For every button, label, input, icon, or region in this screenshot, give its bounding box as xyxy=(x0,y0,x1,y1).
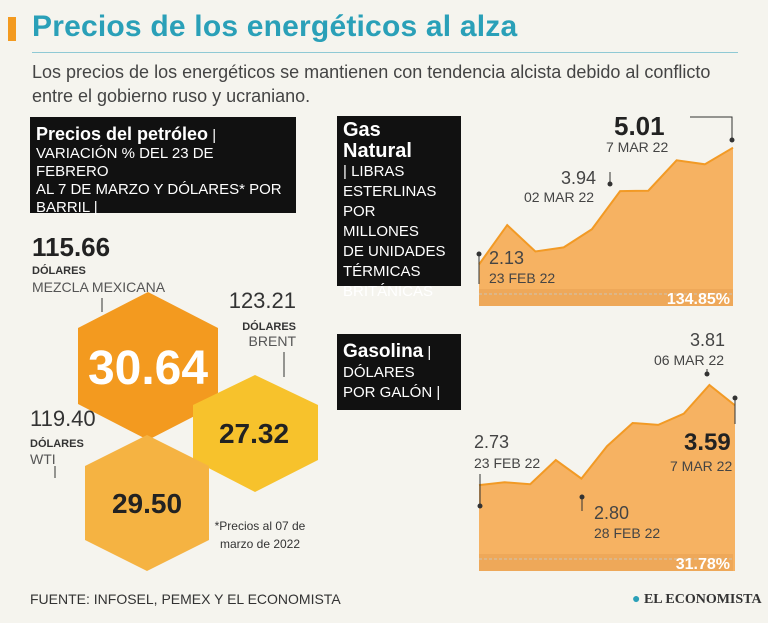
gas-box-line: | LIBRAS xyxy=(343,163,405,180)
gas-box-line: ESTERLINAS xyxy=(343,183,437,200)
wti-unit: DÓLARES xyxy=(30,437,84,450)
gas-start-date: 23 FEB 22 xyxy=(489,270,555,286)
page-subtitle: Los precios de los energéticos se mantie… xyxy=(32,62,711,106)
gasolina-low-value: 2.80 xyxy=(594,503,629,523)
oil-label-box: Precios del petróleo | VARIACIÓN % DEL 2… xyxy=(30,117,296,216)
title-accent-bar xyxy=(8,17,16,41)
gas-end-leader xyxy=(690,116,733,140)
oil-footnote: marzo de 2022 xyxy=(220,537,300,551)
gasolina-point-low xyxy=(579,494,585,500)
gasolina-point-start xyxy=(477,503,483,509)
gasolina-end-date: 7 MAR 22 xyxy=(670,458,732,474)
gasolina-variation-label: 31.78% xyxy=(676,556,730,573)
gas-box-title: Gas xyxy=(343,119,381,141)
publisher-logo: ● EL ECONOMISTA xyxy=(632,592,762,608)
wti-name: WTI xyxy=(30,451,56,467)
gas-box-line: POR MILLONES xyxy=(343,203,419,240)
gasolina-point-end xyxy=(732,395,738,401)
gas-box-line: DE UNIDADES xyxy=(343,243,446,260)
hexagon-brent xyxy=(193,375,318,492)
gasolina-box-title: Gasolina xyxy=(343,341,424,362)
page-title: Precios de los energéticos al alza xyxy=(32,10,518,43)
gasolina-variation-band xyxy=(479,554,733,571)
gasolina-point-peak xyxy=(704,371,710,377)
globe-icon: ● xyxy=(632,592,641,607)
gas-end-date: 7 MAR 22 xyxy=(606,139,668,155)
gasolina-start-value: 2.73 xyxy=(474,432,509,452)
brent-name: BRENT xyxy=(249,333,297,349)
mezcla-unit: DÓLARES xyxy=(32,264,86,277)
wti-price: 119.40 xyxy=(30,406,96,431)
gas-label-box: Gas Natural | LIBRAS ESTERLINAS POR MILL… xyxy=(337,116,461,300)
gas-variation-band xyxy=(479,289,733,306)
gasolina-end-value: 3.59 xyxy=(684,429,731,456)
gasolina-series-line xyxy=(478,383,736,487)
gas-box-line: TÉRMICAS xyxy=(343,263,421,280)
gasolina-start-date: 23 FEB 22 xyxy=(474,455,540,471)
brent-unit: DÓLARES xyxy=(242,320,296,333)
gasolina-low-date: 28 FEB 22 xyxy=(594,525,660,541)
logo-text: EL ECONOMISTA xyxy=(643,592,762,607)
gas-box-title: Natural xyxy=(343,140,412,162)
gasolina-area-fill xyxy=(479,385,735,571)
gas-mid-date: 02 MAR 22 xyxy=(524,189,594,205)
brent-price: 123.21 xyxy=(229,288,296,313)
title-divider xyxy=(32,52,738,53)
wti-variation: 29.50 xyxy=(112,488,182,519)
brent-variation: 27.32 xyxy=(219,418,289,449)
gas-series-line xyxy=(478,146,734,266)
oil-box-line: BARRIL | xyxy=(36,199,98,216)
hexagon-wti xyxy=(85,435,209,571)
gasolina-box-line: POR GALÓN | xyxy=(343,384,441,401)
gas-variation-label: 134.85% xyxy=(667,291,730,308)
hexagon-mezcla xyxy=(78,292,218,440)
gasolina-label-box: Gasolina | DÓLARES POR GALÓN | xyxy=(337,334,461,410)
gas-end-value: 5.01 xyxy=(614,111,665,141)
oil-footnote: *Precios al 07 de xyxy=(215,519,306,533)
gasolina-box-line: DÓLARES xyxy=(343,364,415,381)
mezcla-name: MEZCLA MEXICANA xyxy=(32,279,166,295)
gasolina-peak-date: 06 MAR 22 xyxy=(654,352,724,368)
gas-area-fill xyxy=(479,147,733,306)
oil-box-line: VARIACIÓN % DEL 23 DE FEBRERO xyxy=(36,145,214,180)
gasolina-peak-value: 3.81 xyxy=(690,330,725,350)
oil-box-title: Precios del petróleo xyxy=(36,124,209,144)
gas-mid-value: 3.94 xyxy=(561,168,596,188)
oil-box-line: AL 7 DE MARZO Y DÓLARES* POR xyxy=(36,181,282,198)
gas-start-value: 2.13 xyxy=(489,248,524,268)
gas-box-line: BRITÁNICAS xyxy=(343,283,434,300)
mezcla-variation: 30.64 xyxy=(88,342,208,395)
mezcla-price: 115.66 xyxy=(32,232,110,262)
source-note: FUENTE: INFOSEL, PEMEX Y EL ECONOMISTA xyxy=(30,591,341,607)
